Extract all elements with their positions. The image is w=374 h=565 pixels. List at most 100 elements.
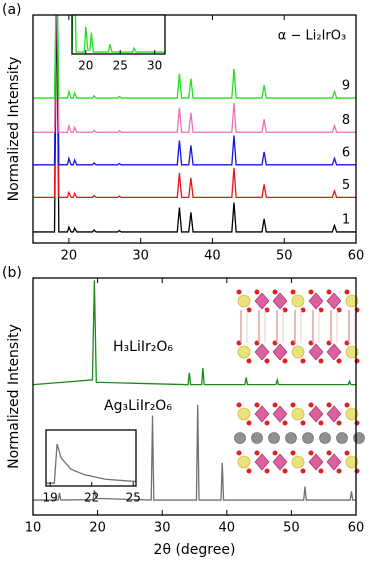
octahedron (254, 405, 270, 423)
inset-line (46, 443, 136, 484)
atom (282, 307, 288, 313)
crystal-structures (234, 289, 365, 474)
octahedron (326, 453, 342, 471)
x-tick-label: 60 (348, 521, 365, 536)
atom (272, 289, 278, 295)
plot-frame (32, 277, 357, 516)
inset-x-tick-label: 30 (147, 59, 162, 73)
atom (237, 294, 251, 308)
inset-frame (45, 429, 137, 487)
series-label: 6 (342, 145, 350, 160)
x-tick-label: 60 (348, 249, 365, 264)
inset-x-tick-label: 22 (84, 491, 99, 505)
series-label: 8 (342, 113, 350, 128)
atom (308, 289, 314, 295)
atom (282, 420, 288, 426)
octahedron (272, 292, 288, 310)
atom (234, 432, 246, 444)
atom (272, 402, 278, 408)
atom (326, 289, 332, 295)
atom (264, 358, 270, 364)
atom (326, 402, 332, 408)
series-label: 9 (342, 79, 350, 94)
atom (264, 420, 270, 426)
atom (246, 420, 252, 426)
atom (344, 289, 350, 295)
x-tick-label: 40 (204, 249, 221, 264)
inset-x-tick-label: 25 (113, 59, 128, 73)
atom (254, 450, 260, 456)
inset-x-tick-label: 25 (126, 491, 141, 505)
panel-label: (a) (2, 2, 22, 18)
atom (236, 450, 242, 456)
atom (246, 358, 252, 364)
x-tick-label: 20 (89, 521, 106, 536)
atom (291, 455, 305, 469)
atom (254, 289, 260, 295)
atom (237, 345, 251, 359)
atom (336, 307, 342, 313)
atom (318, 307, 324, 313)
x-tick-label: 20 (61, 249, 78, 264)
y-axis-label: Normalized Intensity (6, 324, 22, 469)
x-tick-label: 30 (132, 249, 149, 264)
atom (282, 358, 288, 364)
panel-label: (b) (2, 265, 22, 281)
atom (300, 420, 306, 426)
x-tick-label: 50 (276, 249, 293, 264)
y-axis-label: Normalized Intensity (6, 57, 22, 202)
inset-x-tick-label: 20 (78, 59, 93, 73)
octahedron (272, 453, 288, 471)
atom (291, 294, 305, 308)
inset-frame (71, 14, 166, 55)
x-tick-label: 30 (154, 521, 171, 536)
octahedron (308, 292, 324, 310)
atom (285, 432, 297, 444)
atom (236, 402, 242, 408)
atom (326, 450, 332, 456)
atom (272, 450, 278, 456)
atom (345, 294, 359, 308)
atom (264, 468, 270, 474)
atom (300, 468, 306, 474)
octahedron (254, 292, 270, 310)
atom (318, 420, 324, 426)
octahedron (308, 405, 324, 423)
atom (290, 450, 296, 456)
octahedron (326, 405, 342, 423)
atom (282, 468, 288, 474)
atom (251, 432, 263, 444)
atom (300, 358, 306, 364)
atom (308, 402, 314, 408)
octahedron (326, 292, 342, 310)
atom (354, 420, 360, 426)
atom (336, 468, 342, 474)
octahedron (272, 343, 288, 361)
atom (318, 358, 324, 364)
octahedron (254, 453, 270, 471)
atom (264, 307, 270, 313)
series-line (33, 404, 356, 501)
series-label: 1 (342, 212, 350, 227)
x-tick-label: 10 (25, 521, 42, 536)
atom (319, 432, 331, 444)
atom (336, 358, 342, 364)
plot-frame (32, 14, 357, 244)
atom (344, 450, 350, 456)
series-line (33, 15, 356, 199)
atom (318, 468, 324, 474)
series-line (33, 15, 356, 99)
inset-x-tick-label: 19 (43, 491, 58, 505)
series-line (33, 15, 356, 233)
atom (237, 407, 251, 421)
octahedron (308, 343, 324, 361)
series-label: Ag₃LiIr₂O₆ (104, 398, 172, 414)
atom (291, 407, 305, 421)
atom (345, 455, 359, 469)
atom (344, 402, 350, 408)
atom (336, 420, 342, 426)
atom (354, 358, 360, 364)
atom (308, 450, 314, 456)
atom (237, 455, 251, 469)
atom (290, 289, 296, 295)
